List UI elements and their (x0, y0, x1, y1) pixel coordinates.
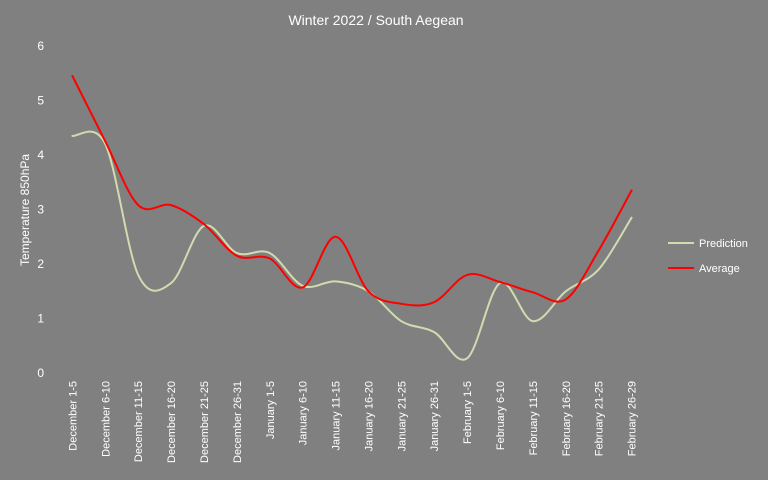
x-tick-label: January 11-15 (331, 381, 343, 451)
x-tick-label: February 11-15 (528, 381, 540, 455)
x-tick-label: January 21-25 (396, 381, 408, 451)
series-line-average (71, 75, 633, 307)
x-tick-label: February 6-10 (495, 381, 507, 450)
x-tick-label: February 1-5 (462, 381, 474, 444)
x-tick-label: December 21-25 (199, 381, 211, 463)
y-tick-label: 6 (37, 39, 44, 53)
x-tick-label: February 16-20 (561, 381, 573, 456)
chart-title: Winter 2022 / South Aegean (288, 12, 463, 28)
y-tick-label: 1 (37, 312, 44, 326)
x-tick-label: February 21-25 (594, 381, 606, 456)
y-tick-label: 2 (37, 257, 44, 271)
x-tick-label: December 6-10 (100, 381, 112, 457)
x-tick-label: January 26-31 (429, 381, 441, 451)
x-tick-label: December 16-20 (166, 381, 178, 463)
y-tick-label: 3 (37, 203, 44, 217)
legend-label-prediction: Prediction (699, 238, 748, 250)
x-tick-label: December 1-5 (67, 381, 79, 451)
y-tick-label: 5 (37, 94, 44, 108)
y-tick-label: 4 (37, 148, 44, 162)
x-tick-label: January 16-20 (363, 381, 375, 451)
x-tick-label: December 26-31 (232, 381, 244, 463)
y-axis-label: Temperature 850hPa (18, 154, 32, 266)
y-tick-label: 0 (37, 366, 44, 380)
x-tick-label: January 6-10 (298, 381, 310, 445)
legend-label-average: Average (699, 263, 740, 275)
x-tick-label: January 1-5 (265, 381, 277, 439)
series-line-prediction (71, 130, 633, 361)
x-tick-label: December 11-15 (133, 381, 145, 462)
x-tick-label: February 26-29 (627, 381, 639, 456)
